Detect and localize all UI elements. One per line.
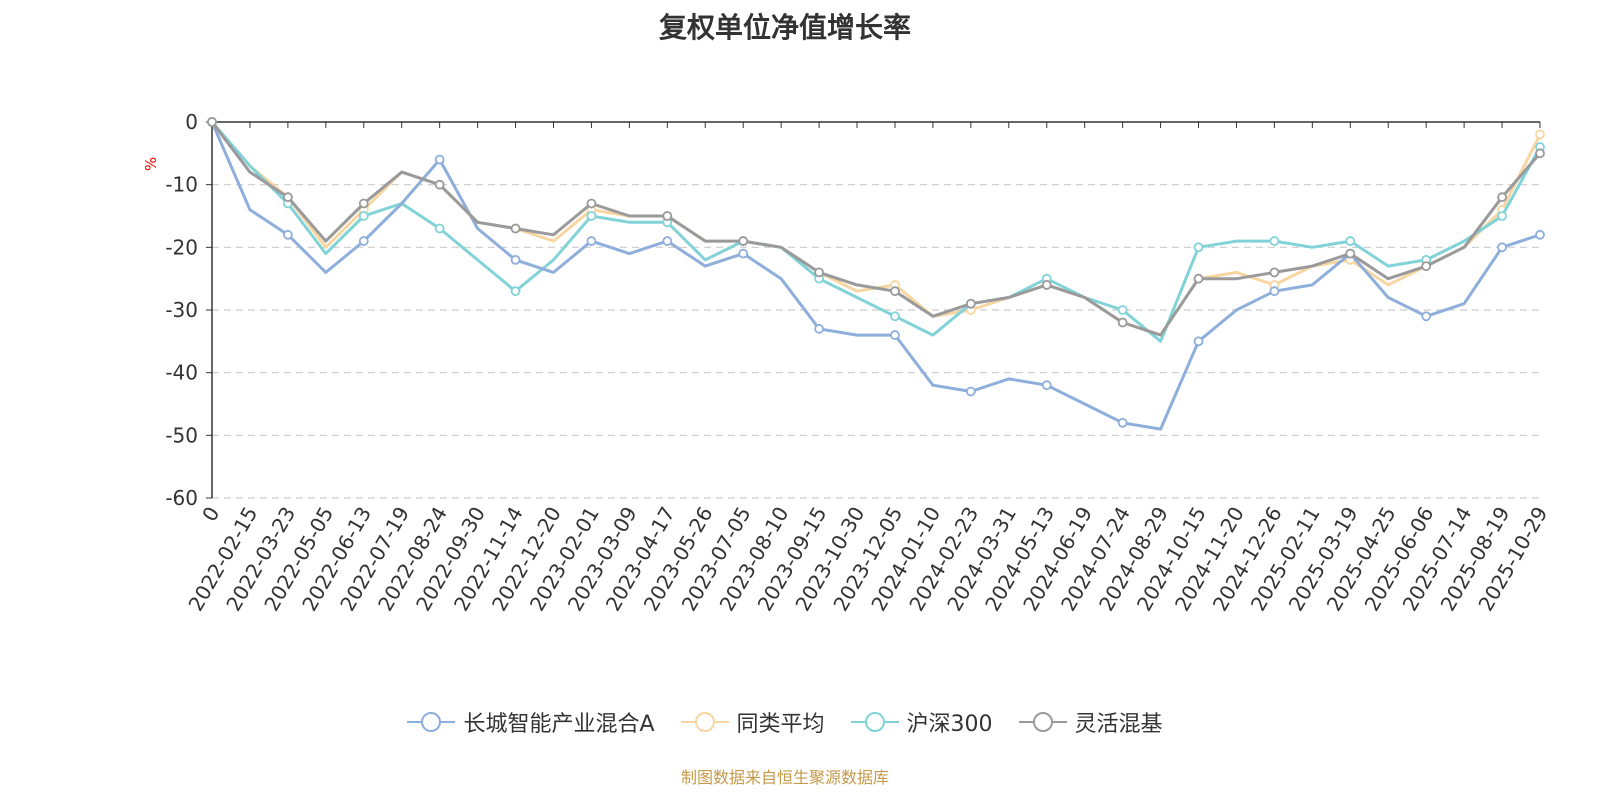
data-point-flex_mixed — [510, 223, 521, 234]
data-point-fund — [662, 236, 673, 246]
data-point-flex_mixed — [965, 298, 976, 309]
legend-label-peer-avg: 同类平均 — [736, 712, 825, 737]
data-point-flex_mixed — [662, 211, 673, 221]
data-point-fund — [282, 229, 293, 240]
data-point-flex_mixed — [207, 117, 217, 127]
data-point-flex_mixed — [1535, 148, 1545, 159]
data-point-csi300 — [434, 223, 445, 234]
y-tick-label: -20 — [165, 235, 198, 259]
legend-item-peer-avg[interactable]: 同类平均 — [680, 706, 825, 738]
data-point-flex_mixed — [282, 192, 293, 203]
data-point-csi300 — [1117, 305, 1128, 315]
data-point-fund — [1421, 311, 1432, 322]
series-line-fund — [210, 121, 1541, 431]
legend-marker-flex-mixed — [1018, 712, 1067, 732]
data-point-fund — [1269, 286, 1280, 297]
legend-label-fund: 长城智能产业混合A — [463, 712, 655, 737]
data-point-flex_mixed — [1117, 317, 1128, 328]
data-point-csi300 — [1497, 211, 1507, 221]
data-source-note: 制图数据来自恒生聚源数据库 — [680, 768, 889, 787]
data-point-fund — [890, 330, 900, 340]
series-line-csi300 — [210, 121, 1542, 343]
data-point-flex_mixed — [890, 286, 900, 297]
data-point-fund — [586, 236, 597, 246]
y-tick-label: -30 — [165, 298, 198, 322]
y-axis-unit: % — [142, 157, 160, 171]
legend-label-flex-mixed: 灵活混基 — [1074, 712, 1163, 737]
y-tick-label: -40 — [165, 361, 198, 385]
y-tick-label: -10 — [165, 173, 198, 197]
data-point-fund — [510, 254, 521, 265]
data-point-fund — [1193, 336, 1204, 347]
data-point-flex_mixed — [1497, 192, 1507, 203]
legend: 长城智能产业混合A 同类平均 沪深300 灵活混基 — [0, 706, 1570, 738]
data-point-fund — [814, 323, 824, 334]
data-point-fund — [1041, 380, 1052, 391]
data-point-flex_mixed — [586, 198, 597, 209]
data-point-fund — [358, 236, 369, 246]
data-point-flex_mixed — [1041, 280, 1052, 290]
data-point-peer_avg — [1535, 129, 1545, 140]
legend-item-fund[interactable]: 长城智能产业混合A — [407, 706, 655, 738]
legend-marker-csi300 — [850, 712, 899, 732]
data-point-csi300 — [1269, 236, 1280, 246]
data-point-flex_mixed — [1269, 267, 1280, 278]
data-point-fund — [738, 248, 749, 259]
x-tick-label: 0 — [197, 503, 224, 526]
data-point-csi300 — [510, 286, 521, 297]
data-point-fund — [965, 386, 976, 397]
legend-item-csi300[interactable]: 沪深300 — [850, 706, 993, 738]
data-point-fund — [1497, 242, 1507, 253]
legend-marker-peer-avg — [680, 712, 729, 732]
y-tick-label: -50 — [165, 423, 198, 447]
data-point-flex_mixed — [814, 267, 824, 278]
legend-item-flex-mixed[interactable]: 灵活混基 — [1018, 706, 1163, 738]
legend-label-csi300: 沪深300 — [906, 712, 993, 737]
data-point-flex_mixed — [1193, 273, 1204, 284]
data-point-flex_mixed — [358, 198, 369, 209]
data-point-csi300 — [1345, 236, 1356, 246]
data-point-fund — [434, 154, 445, 165]
data-point-csi300 — [358, 211, 369, 221]
data-point-fund — [1535, 229, 1545, 240]
data-point-flex_mixed — [434, 179, 445, 190]
data-point-flex_mixed — [1421, 261, 1432, 272]
data-point-flex_mixed — [1345, 248, 1356, 259]
legend-marker-fund — [407, 712, 456, 732]
data-point-csi300 — [586, 211, 597, 221]
data-point-csi300 — [890, 311, 900, 322]
chart-title: 复权单位净值增长率 — [658, 11, 911, 44]
series-line-flex_mixed — [210, 121, 1542, 337]
data-point-flex_mixed — [738, 236, 749, 246]
y-tick-label: -60 — [165, 486, 198, 510]
line-chart: 0-10-20-30-40-50-60%02022-02-152022-03-2… — [142, 110, 1552, 615]
data-point-fund — [1117, 417, 1128, 428]
series-line-peer_avg — [210, 121, 1542, 337]
y-tick-label: 0 — [185, 110, 198, 134]
data-point-csi300 — [1193, 242, 1204, 253]
